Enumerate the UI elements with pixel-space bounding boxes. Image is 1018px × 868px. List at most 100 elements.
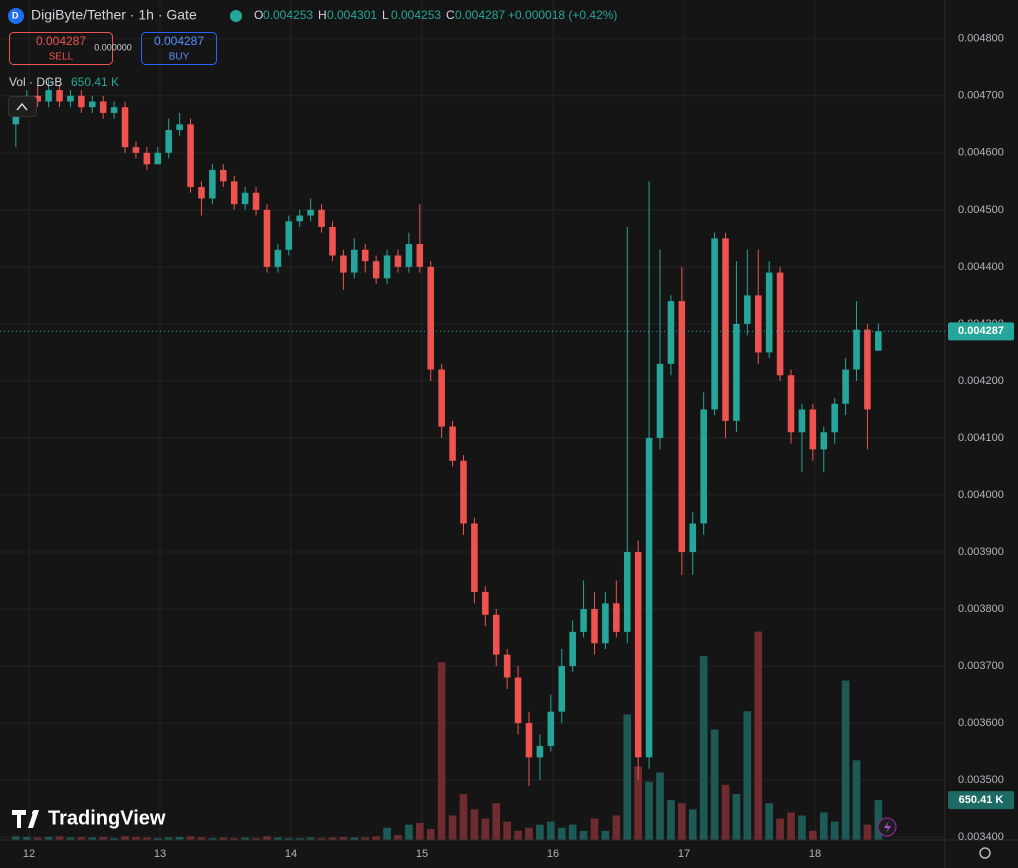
- volume-bar: [612, 815, 621, 840]
- candle-body: [733, 323, 740, 421]
- spread: 0.000000: [94, 42, 132, 52]
- volume-bar: [230, 838, 239, 840]
- coin-icon-glyph: D: [12, 10, 19, 20]
- volume-bar: [110, 838, 118, 840]
- candle-body: [263, 209, 271, 267]
- x-tick-label: 17: [678, 848, 690, 860]
- volume-bar: [776, 818, 784, 840]
- candle-body: [296, 215, 303, 222]
- y-tick-label: 0.003600: [958, 717, 1004, 729]
- candle-body: [776, 272, 784, 376]
- volume-bar: [44, 836, 53, 840]
- volume-legend-value: 650.41 K: [71, 75, 119, 89]
- ohlc-key: C: [446, 8, 455, 22]
- candle-body: [318, 209, 325, 227]
- x-tick-label: 13: [154, 848, 166, 860]
- y-tick-label: 0.003500: [958, 774, 1004, 786]
- candle-body: [176, 124, 183, 131]
- volume-bar: [328, 837, 337, 840]
- sell-button[interactable]: [9, 32, 113, 65]
- x-tick-label: 12: [23, 848, 35, 860]
- volume-bar: [437, 662, 446, 840]
- y-tick-label: 0.004500: [958, 204, 1004, 216]
- candle-body: [798, 409, 806, 433]
- volume-bar: [22, 836, 31, 840]
- candle-body: [558, 666, 566, 712]
- y-tick-label: 0.003400: [958, 831, 1004, 843]
- volume-bar: [66, 837, 75, 840]
- volume-bar: [514, 830, 522, 840]
- candle-body: [285, 221, 293, 250]
- volume-bar: [263, 836, 271, 840]
- candle-body: [45, 90, 52, 102]
- volume-bar: [710, 729, 719, 840]
- candle-body: [230, 181, 238, 205]
- candle-body: [361, 249, 369, 262]
- volume-bar: [874, 800, 883, 840]
- volume-bar: [350, 837, 359, 840]
- candle-body: [722, 238, 729, 421]
- volume-bar: [394, 835, 402, 840]
- volume-bar: [405, 824, 413, 840]
- grid: [0, 0, 945, 840]
- volume-bar: [721, 784, 730, 840]
- candle-body: [427, 266, 435, 370]
- volume-bar: [656, 772, 664, 840]
- ohlc-value: 0.004253: [391, 8, 441, 22]
- volume-bar: [372, 836, 380, 840]
- ohlc-value: 0.004253: [263, 8, 313, 22]
- volume-bar: [830, 821, 839, 840]
- candle-body: [99, 101, 107, 113]
- candle-layer: [12, 78, 882, 786]
- sell-label: SELL: [49, 52, 74, 63]
- candle-body: [831, 403, 838, 433]
- volume-bar: [361, 837, 370, 840]
- candle-body: [820, 432, 828, 450]
- candle-body: [744, 295, 751, 324]
- candle-body: [613, 603, 620, 632]
- y-tick-label: 0.004200: [958, 375, 1004, 387]
- symbol[interactable]: DigiByte/Tether · 1h · Gate: [31, 7, 197, 23]
- volume-bar: [492, 803, 501, 840]
- y-tick-label: 0.004600: [958, 147, 1004, 159]
- volume-bar: [787, 812, 795, 840]
- candle-body: [329, 226, 336, 256]
- x-tick-label: 16: [547, 848, 559, 860]
- buy-button[interactable]: [141, 32, 217, 65]
- volume-bar: [164, 837, 173, 840]
- collapse-button[interactable]: [8, 96, 37, 117]
- volume-bar: [252, 838, 260, 840]
- x-tick-label: 14: [285, 848, 297, 860]
- volume-bar: [295, 838, 304, 840]
- candle-body: [121, 107, 129, 148]
- volume-bar: [590, 818, 599, 840]
- candle-body: [754, 295, 762, 353]
- buy-price: 0.004287: [154, 34, 204, 48]
- volume-bar: [525, 827, 533, 840]
- candle-body: [198, 187, 205, 199]
- volume-bar: [274, 837, 282, 840]
- y-tick-label: 0.004800: [958, 33, 1004, 45]
- volume-bar: [863, 824, 872, 840]
- sell-price: 0.004287: [36, 34, 86, 48]
- volume-bar: [688, 809, 697, 840]
- ohlc-legend: O 0.004253 H 0.004301 L 0.004253 C 0.004287 +0.0…: [254, 8, 617, 22]
- x-tick-label: 18: [809, 848, 821, 860]
- last-volume-box: [948, 791, 1014, 810]
- candle-body: [700, 409, 707, 524]
- candle-body: [809, 409, 817, 450]
- volume-bar: [143, 837, 151, 840]
- settings-button[interactable]: [979, 847, 991, 859]
- candle-body: [525, 723, 533, 758]
- buy-label: BUY: [169, 52, 190, 63]
- volume-bar: [339, 836, 348, 840]
- candle-body: [56, 90, 63, 102]
- volume-bar: [765, 803, 773, 840]
- logo-text: TradingView: [48, 807, 166, 829]
- candle-body: [405, 244, 413, 267]
- volume-bar: [415, 822, 424, 840]
- volume-bar: [557, 827, 566, 840]
- candle-body: [372, 261, 380, 279]
